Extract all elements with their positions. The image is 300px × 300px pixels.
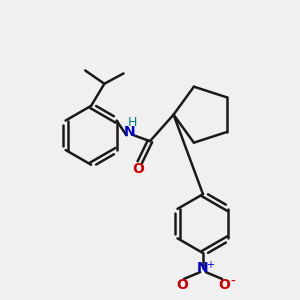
Text: -: - [230, 275, 235, 289]
Text: O: O [132, 162, 144, 176]
Text: +: + [206, 260, 214, 270]
Text: O: O [176, 278, 188, 292]
Text: O: O [219, 278, 230, 292]
Text: N: N [124, 125, 135, 139]
Text: H: H [128, 116, 137, 129]
Text: N: N [197, 261, 209, 275]
